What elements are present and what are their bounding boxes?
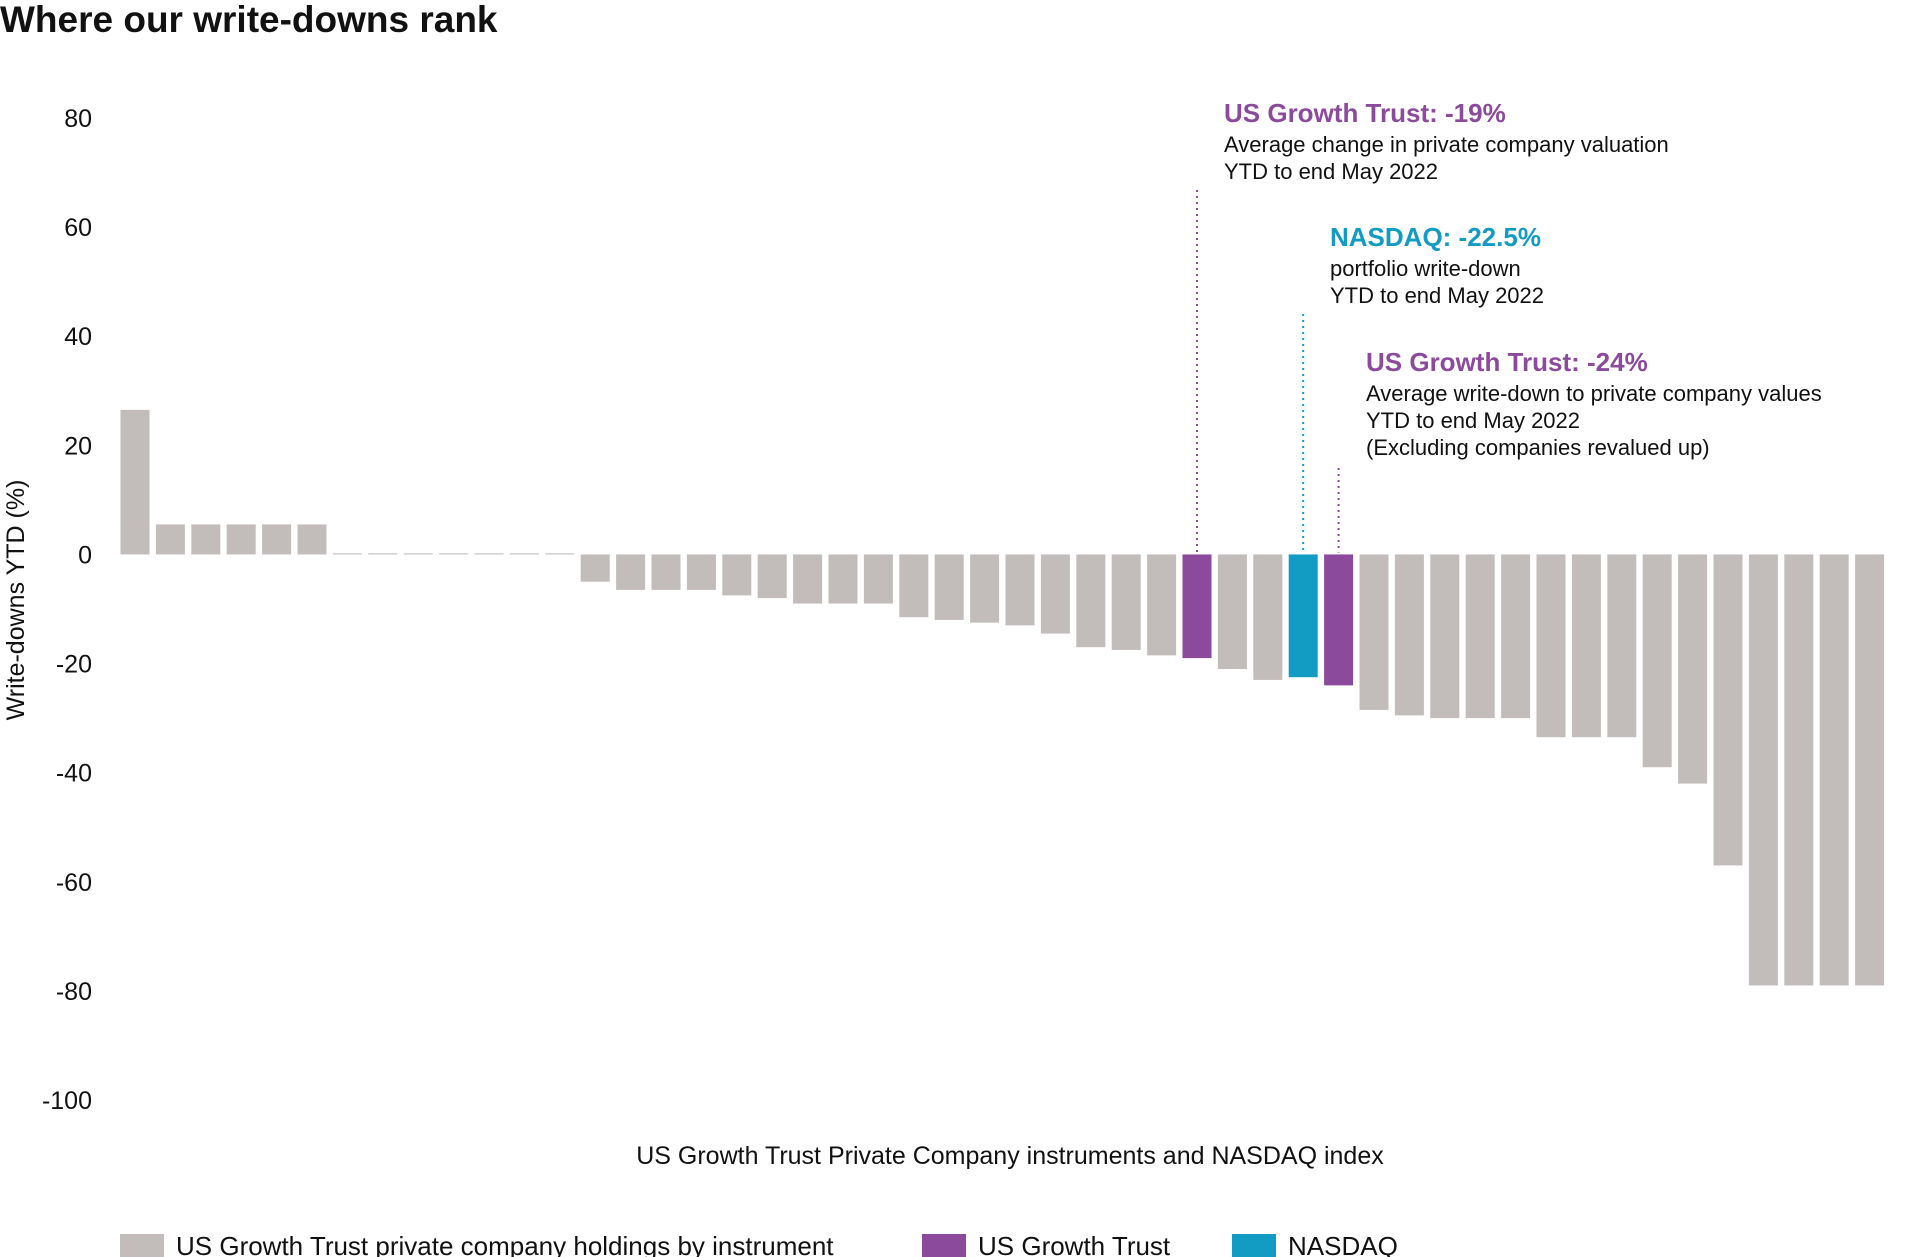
annotation-text: Average change in private company valuat… (1224, 132, 1669, 157)
x-axis-label: US Growth Trust Private Company instrume… (636, 1142, 1384, 1170)
holding-bar (1501, 554, 1531, 719)
annotation-text: Average write-down to private company va… (1366, 381, 1822, 406)
y-tick-label: -60 (56, 869, 92, 897)
holding-bar (368, 553, 398, 555)
holding-bar (757, 554, 787, 599)
nasdaq-bar (1288, 554, 1318, 678)
holding-bar (651, 554, 681, 590)
y-tick-label: 80 (64, 105, 92, 133)
annotation-text: YTD to end May 2022 (1330, 283, 1544, 308)
y-tick-label: 20 (64, 432, 92, 460)
legend-label: US Growth Trust private company holdings… (176, 1231, 834, 1257)
holding-bar (899, 554, 929, 618)
holding-bar (1147, 554, 1177, 656)
holding-bar (1040, 554, 1070, 634)
holding-bar (403, 553, 433, 555)
holding-bar (474, 553, 504, 555)
holding-bar (297, 524, 327, 555)
legend-label: US Growth Trust (978, 1231, 1171, 1257)
chart-title: Where our write-downs rank (0, 0, 498, 40)
holding-bar (1642, 554, 1672, 768)
holding-bar (1076, 554, 1106, 648)
holding-bar (262, 524, 292, 555)
holding-bar (1607, 554, 1637, 738)
holding-bar (1111, 554, 1141, 650)
y-tick-label: -40 (56, 760, 92, 788)
holding-bar (332, 553, 362, 555)
holding-bar (1253, 554, 1283, 680)
legend-swatch (1232, 1234, 1276, 1257)
holding-bar (191, 524, 221, 555)
legend-label: NASDAQ (1288, 1231, 1398, 1257)
holding-bar (226, 524, 256, 555)
holding-bar (1430, 554, 1460, 719)
holding-bar (1855, 554, 1885, 986)
holding-bar (1465, 554, 1495, 719)
y-tick-label: 0 (78, 541, 92, 569)
y-axis-ticks: 80 60 40 20 0 -20 -40 -60 -80 -100 (42, 105, 92, 1115)
us-growth-trust-bar (1324, 554, 1354, 686)
annotation-heading: NASDAQ: -22.5% (1330, 222, 1541, 252)
y-tick-label: -100 (42, 1087, 92, 1115)
annotation-text: YTD to end May 2022 (1224, 159, 1438, 184)
holding-bar (616, 554, 646, 590)
holding-bar (155, 524, 185, 555)
holding-bar (1005, 554, 1035, 626)
legend: US Growth Trust private company holdings… (120, 1231, 1398, 1257)
annotations: US Growth Trust: -19% Average change in p… (1196, 98, 1822, 553)
y-axis-label: Write-downs YTD (%) (2, 480, 30, 721)
holding-bar (828, 554, 858, 604)
holding-bar (970, 554, 1000, 623)
holding-bar (1819, 554, 1849, 986)
holding-bar (686, 554, 716, 590)
holding-bar (439, 553, 469, 555)
holding-bar (1713, 554, 1743, 866)
legend-swatch (922, 1234, 966, 1257)
holding-bar (722, 554, 752, 596)
annotation-text: portfolio write-down (1330, 256, 1521, 281)
holding-bar (1394, 554, 1424, 716)
holding-bar (863, 554, 893, 604)
y-tick-label: -80 (56, 978, 92, 1006)
holding-bar (1678, 554, 1708, 784)
holding-bar (580, 554, 610, 582)
us-growth-trust-bar (1182, 554, 1212, 659)
y-tick-label: 60 (64, 214, 92, 242)
y-tick-label: -20 (56, 651, 92, 679)
holding-bar (509, 553, 539, 555)
legend-swatch (120, 1234, 164, 1257)
annotation-text: YTD to end May 2022 (1366, 408, 1580, 433)
holding-bar (1217, 554, 1247, 670)
bars (120, 409, 1885, 986)
holding-bar (1571, 554, 1601, 738)
annotation-text: (Excluding companies revalued up) (1366, 435, 1710, 460)
annotation-heading: US Growth Trust: -24% (1366, 347, 1648, 377)
holding-bar (1359, 554, 1389, 710)
holding-bar (1536, 554, 1566, 738)
holding-bar (1784, 554, 1814, 986)
holding-bar (793, 554, 823, 604)
holding-bar (120, 409, 150, 555)
holding-bar (934, 554, 964, 620)
y-tick-label: 40 (64, 323, 92, 351)
annotation-heading: US Growth Trust: -19% (1224, 98, 1506, 128)
holding-bar (545, 553, 575, 555)
holding-bar (1748, 554, 1778, 986)
